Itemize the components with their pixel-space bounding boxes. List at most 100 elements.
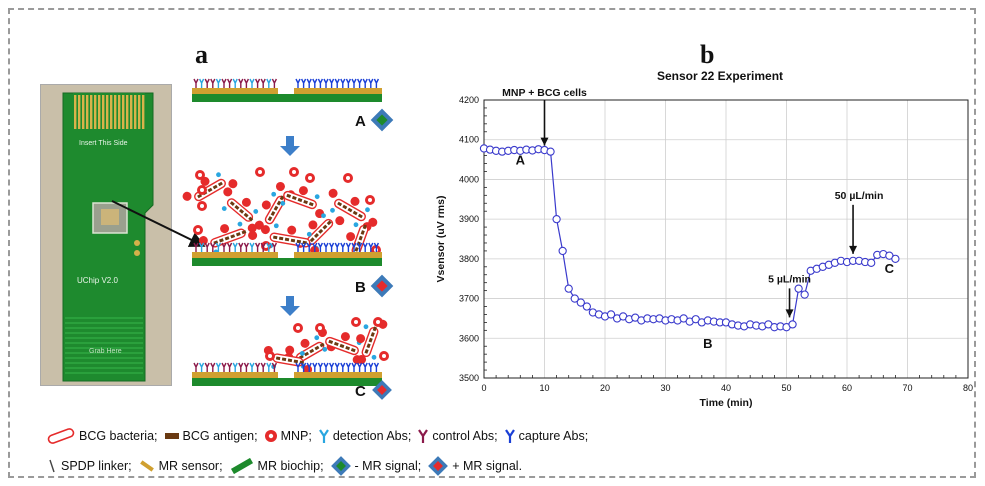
x-tick-label: 60	[842, 383, 852, 393]
grip-ribs	[65, 317, 143, 374]
annotation-label: A	[516, 152, 526, 167]
schematic-panel: A B	[170, 60, 410, 400]
annotation-arrowhead	[849, 245, 858, 254]
gold-fingers	[73, 93, 145, 129]
stage-a-label: A	[355, 113, 366, 130]
stage-c: C	[192, 317, 392, 400]
legend-text: MR biochip;	[257, 459, 324, 473]
legend-item: MNP;	[264, 429, 312, 443]
y-tick-label: 3500	[459, 373, 479, 383]
stage-a: A	[192, 78, 394, 132]
y-tick-label: 3900	[459, 214, 479, 224]
series-points	[479, 144, 900, 332]
x-tick-label: 80	[963, 383, 973, 393]
legend-row-2: SPDP linker; MR sensor; MR biochip; - MR si…	[46, 454, 528, 478]
legend-text: + MR signal.	[452, 459, 523, 473]
x-tick-label: 40	[721, 383, 731, 393]
legend-row-1: BCG bacteria; BCG antigen; MNP; detection A…	[46, 424, 594, 448]
legend-text: MNP;	[280, 429, 312, 443]
sensor-chart-svg: Sensor 22 Experiment 0 10 20 30 40 50 60 70 80 3…	[435, 69, 973, 409]
legend-item: control Abs;	[417, 429, 498, 443]
data-point	[558, 246, 567, 256]
data-point	[891, 254, 900, 264]
y-tick-label: 4000	[459, 174, 479, 184]
stage-b-label: B	[355, 279, 366, 296]
control-abs-icon	[417, 429, 432, 443]
legend-item: detection Abs;	[318, 429, 412, 443]
x-axis-label: Time (min)	[700, 397, 753, 409]
data-point	[794, 284, 803, 293]
chart-annotations: MNP + BCG cells 5 µL/min 50 µL/min A B C	[502, 87, 895, 351]
chart-title: Sensor 22 Experiment	[657, 69, 783, 83]
data-point	[788, 320, 797, 329]
x-tick-label: 70	[902, 383, 912, 393]
mr-biochip-icon	[229, 458, 258, 474]
data-point	[546, 147, 555, 156]
legend-item: MR sensor;	[138, 458, 223, 474]
stage-c-label: C	[355, 383, 366, 400]
x-tick-label: 20	[600, 383, 610, 393]
legend-item: SPDP linker;	[46, 458, 132, 474]
mnp-icon	[264, 429, 281, 443]
sensor-chart: Sensor 22 Experiment 0 10 20 30 40 50 60 70 80 3…	[420, 66, 980, 426]
plus-mr-signal-icon	[427, 455, 452, 477]
photo-to-schematic-arrow	[111, 200, 206, 247]
x-tick-label: 10	[539, 383, 549, 393]
legend-text: BCG antigen;	[182, 429, 258, 443]
minus-mr-signal-icon	[330, 455, 355, 477]
legend-item: MR biochip;	[229, 458, 324, 474]
legend-item: capture Abs;	[504, 429, 589, 443]
stage-b-signal-icon	[370, 274, 394, 298]
legend-item: + MR signal.	[427, 455, 522, 477]
data-point	[867, 258, 876, 267]
legend-text: BCG bacteria;	[79, 429, 158, 443]
legend-text: capture Abs;	[518, 429, 589, 443]
chart-grid	[483, 99, 969, 379]
annotation-arrowhead	[785, 309, 794, 318]
annotation-label: 50 µL/min	[835, 190, 884, 202]
uchip-photo-drawing: Insert This Side UChip V2.0 Grab Here	[41, 85, 171, 385]
data-point	[800, 290, 809, 299]
legend-text: MR sensor;	[158, 459, 223, 473]
y-axis-label: Vsensor (uV rms)	[435, 196, 447, 283]
legend-text: detection Abs;	[332, 429, 412, 443]
spdp-linker-icon	[46, 458, 61, 474]
x-tick-label: 50	[781, 383, 791, 393]
data-point	[606, 310, 616, 319]
y-tick-label: 4200	[459, 95, 479, 105]
annotation-label: C	[885, 261, 895, 276]
legend: BCG bacteria; BCG antigen; MNP; detection A…	[46, 424, 966, 484]
data-point	[576, 298, 585, 307]
data-point	[564, 284, 573, 293]
detection-abs-icon	[318, 429, 333, 443]
stage-c-signal-icon	[372, 380, 392, 400]
figure-frame: a b Insert This Side UChip V2.0 Grab Her…	[8, 8, 976, 478]
down-arrow-1	[280, 136, 300, 156]
uchip-photo: Insert This Side UChip V2.0 Grab Here	[40, 84, 172, 386]
annotation-label: B	[703, 336, 712, 351]
chip-mid-text: UChip V2.0	[77, 276, 118, 285]
annotation-arrowhead	[540, 137, 549, 146]
data-point	[570, 294, 579, 303]
data-point	[582, 302, 591, 311]
y-axis-ticks: 3500 3600 3700 3800 3900 4000 4100 4200	[459, 95, 487, 383]
y-tick-label: 3700	[459, 294, 479, 304]
plot-frame	[483, 99, 969, 379]
y-tick-label: 4100	[459, 135, 479, 145]
bcg-antigen-icon	[164, 430, 183, 442]
legend-text: SPDP linker;	[61, 459, 132, 473]
legend-text: - MR signal;	[354, 459, 422, 473]
stage-b: B	[182, 167, 394, 298]
annotation-label: 5 µL/min	[768, 273, 811, 285]
legend-text: control Abs;	[432, 429, 498, 443]
y-tick-label: 3600	[459, 333, 479, 343]
panel-label-b: b	[700, 40, 715, 69]
stage-a-signal-icon	[370, 108, 394, 132]
x-tick-label: 30	[660, 383, 670, 393]
series-line	[483, 147, 896, 328]
legend-item: BCG bacteria;	[46, 428, 158, 444]
down-arrow-2	[280, 296, 300, 316]
annotation-label: MNP + BCG cells	[502, 87, 587, 99]
legend-item: - MR signal;	[330, 455, 422, 477]
schematic-drawing: A B	[182, 78, 394, 400]
